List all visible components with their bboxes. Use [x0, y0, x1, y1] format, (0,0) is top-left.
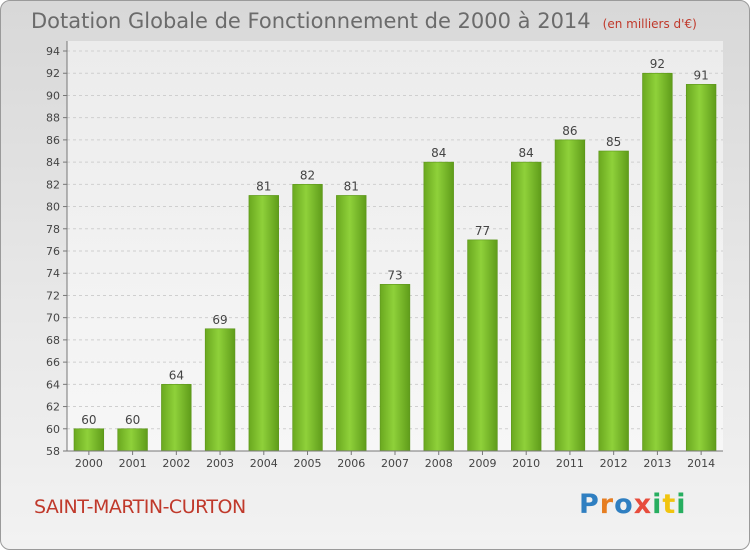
data-labels: 60 60 64 69 81 82 81 73 84 77 84 86 85 92 91: [81, 57, 709, 427]
y-tick-label: 70: [46, 312, 60, 325]
x-tick-label: 2014: [687, 457, 715, 470]
data-label: 81: [256, 179, 271, 193]
chart-title: Dotation Globale de Fonctionnement de 20…: [31, 9, 697, 33]
y-tick-label: 78: [46, 223, 60, 236]
x-tick-label: 2007: [381, 457, 409, 470]
bar: [73, 428, 105, 452]
bar: [248, 195, 279, 452]
x-axis: 2000 2001 2002 2003 2004 2005 2006 2007 2008 2009…: [67, 450, 723, 470]
bar: [292, 184, 323, 452]
x-tick-label: 2005: [294, 457, 322, 470]
bar: [554, 139, 586, 452]
bars: [73, 72, 717, 452]
location-label: SAINT-MARTIN-CURTON: [34, 496, 246, 518]
bar: [511, 161, 542, 452]
y-tick-label: 68: [46, 334, 60, 347]
x-tick-label: 2008: [425, 457, 453, 470]
data-label: 69: [212, 313, 227, 327]
x-tick-label: 2002: [162, 457, 190, 470]
x-tick-label: 2011: [556, 457, 584, 470]
y-tick-label: 72: [46, 289, 60, 302]
bar: [204, 328, 236, 452]
y-tick-label: 64: [46, 378, 60, 391]
bar: [598, 150, 629, 452]
y-axis: 58 60 62 64 66 68 70 72 74 76 78 80 82 84 86 88 90 92 94: [46, 41, 68, 458]
bar: [117, 428, 148, 452]
x-tick-label: 2001: [119, 457, 147, 470]
bar: [423, 161, 454, 452]
y-tick-label: 90: [46, 89, 60, 102]
data-label: 77: [475, 224, 490, 238]
x-tick-label: 2006: [337, 457, 365, 470]
bar: [379, 284, 411, 452]
y-tick-label: 94: [46, 45, 60, 58]
data-label: 86: [562, 124, 577, 138]
y-tick-label: 76: [46, 245, 60, 258]
data-label: 85: [606, 135, 621, 149]
y-tick-label: 88: [46, 112, 60, 125]
data-label: 73: [387, 268, 402, 282]
data-label: 82: [300, 168, 315, 182]
y-tick-label: 74: [46, 267, 60, 280]
data-label: 84: [519, 146, 534, 160]
bar: [467, 239, 498, 452]
y-tick-label: 80: [46, 201, 60, 214]
x-tick-label: 2013: [643, 457, 671, 470]
bar: [161, 384, 192, 452]
x-tick-label: 2010: [512, 457, 540, 470]
y-tick-label: 66: [46, 356, 60, 369]
data-label: 84: [431, 146, 446, 160]
bar: [336, 195, 367, 452]
x-tick-label: 2012: [600, 457, 628, 470]
y-tick-label: 92: [46, 67, 60, 80]
x-tick-label: 2004: [250, 457, 278, 470]
y-tick-label: 62: [46, 401, 60, 414]
data-label: 64: [169, 368, 184, 382]
y-tick-label: 60: [46, 423, 60, 436]
x-tick-label: 2003: [206, 457, 234, 470]
data-label: 92: [650, 57, 665, 71]
data-label: 60: [125, 413, 140, 427]
y-tick-label: 82: [46, 178, 60, 191]
bar: [642, 72, 673, 452]
x-tick-label: 2000: [75, 457, 103, 470]
chart-subtitle: (en milliers d'€): [602, 17, 697, 31]
title-text: Dotation Globale de Fonctionnement de 20…: [31, 9, 591, 33]
data-label: 81: [344, 179, 359, 193]
x-tick-label: 2009: [468, 457, 496, 470]
y-tick-label: 86: [46, 134, 60, 147]
data-label: 91: [693, 68, 708, 82]
proxiti-logo: Proxiti: [579, 489, 687, 520]
data-label: 60: [81, 413, 96, 427]
bar: [685, 84, 717, 452]
y-tick-label: 84: [46, 156, 60, 169]
y-tick-label: 58: [46, 445, 60, 458]
